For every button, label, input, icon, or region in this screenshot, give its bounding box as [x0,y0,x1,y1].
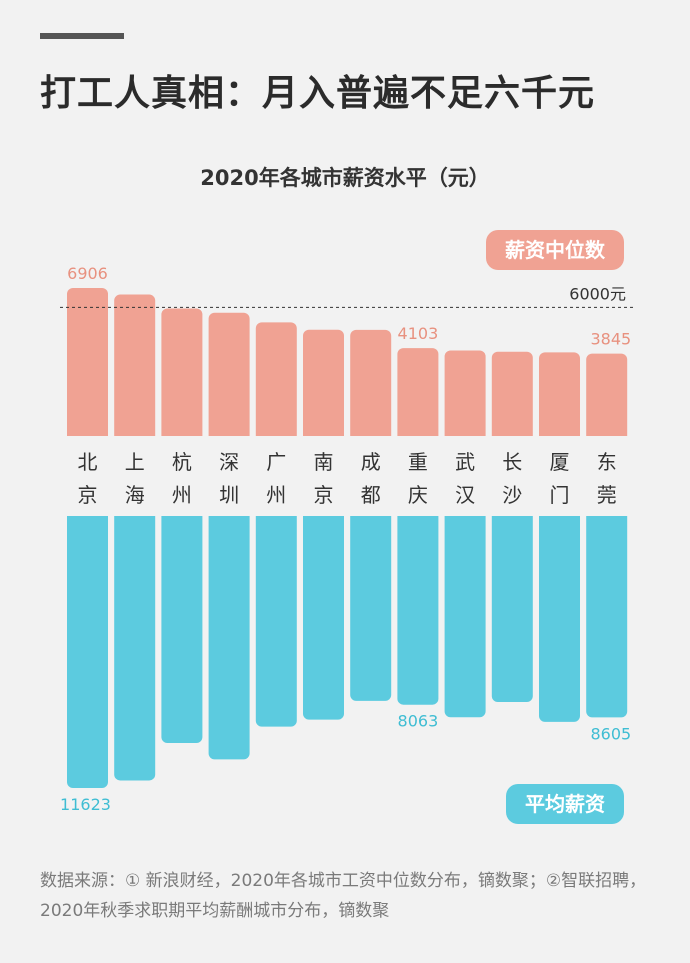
median-bar-11 [586,353,628,442]
average-bar-7 [397,510,439,705]
average-bar-3 [208,510,250,760]
median-bar-5 [303,329,344,442]
average-bar-8 [444,510,486,718]
city-label-7-1: 庆 [408,483,428,507]
city-label-8-0: 武 [455,450,475,474]
chart-title: 2020年各城市薪资水平（元） [200,166,490,190]
city-label-10-0: 厦 [550,450,570,474]
median-value-label-7: 4103 [398,324,439,343]
median-bar-6 [350,329,392,442]
city-label-0-0: 北 [78,450,98,474]
average-bar-4 [255,510,297,727]
average-bar-5 [303,510,344,720]
city-label-9-1: 沙 [502,483,522,507]
axis-band [40,436,660,516]
median-bar-10 [539,352,580,442]
data-source-note: 数据来源：① 新浪财经，2020年各城市工资中位数分布，镝数聚；②智联招聘，20… [40,871,647,921]
median-bar-1 [114,294,156,442]
average-value-label-0: 11623 [60,795,111,814]
city-label-2-1: 州 [172,483,192,507]
city-label-11-1: 莞 [597,483,617,507]
city-label-4-1: 州 [266,483,286,507]
average-value-label-7: 8063 [398,712,439,731]
city-label-6-1: 都 [361,483,381,507]
city-label-1-0: 上 [125,450,145,474]
legend-average-salary: 平均薪资 [506,784,624,824]
median-bar-2 [161,308,203,442]
city-label-2-0: 杭 [172,450,192,474]
median-bar-7 [397,348,439,442]
city-label-5-0: 南 [314,450,334,474]
average-bar-9 [491,510,533,703]
header-accent-bar [40,33,124,39]
city-label-7-0: 重 [408,450,428,474]
city-label-3-0: 深 [219,450,239,474]
city-label-4-0: 广 [266,450,286,474]
city-label-3-1: 圳 [219,483,239,507]
median-value-label-0: 6906 [67,264,108,283]
average-bar-6 [350,510,392,701]
average-value-label-11: 8605 [590,724,631,743]
city-label-0-1: 京 [78,483,98,507]
page-headline: 打工人真相：月入普遍不足六千元 [40,73,596,114]
city-label-5-1: 京 [314,483,334,507]
median-bar-4 [255,322,297,442]
median-bar-0 [67,288,108,442]
legend-median-salary: 薪资中位数 [486,230,624,270]
city-label-8-1: 汉 [455,483,475,507]
city-label-10-1: 门 [550,483,570,507]
city-label-6-0: 成 [361,450,381,474]
median-bar-9 [491,351,533,442]
reference-line-label: 6000元 [569,284,626,303]
city-label-11-0: 东 [597,450,617,474]
average-bar-2 [161,510,203,743]
average-bar-1 [114,510,156,781]
average-bar-10 [539,510,580,722]
average-bar-0 [67,510,108,788]
average-bar-11 [586,510,628,718]
median-bar-3 [208,312,250,442]
city-label-1-1: 海 [125,483,145,507]
median-bar-8 [444,350,486,442]
median-value-label-11: 3845 [590,330,631,349]
city-label-9-0: 长 [502,450,522,474]
